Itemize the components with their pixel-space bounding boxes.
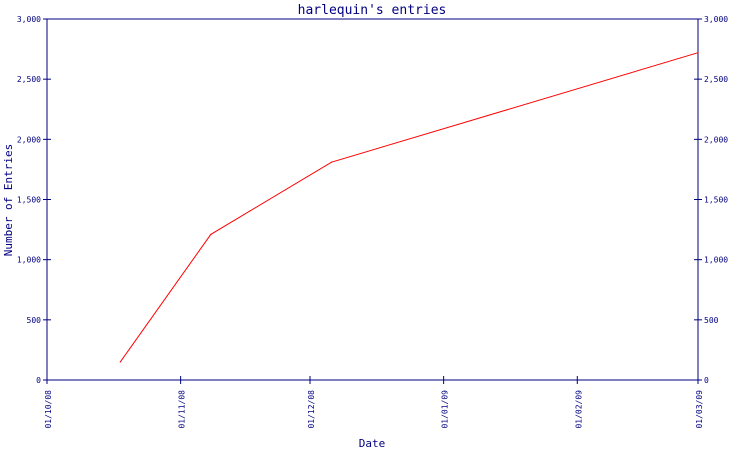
y-tick-label-right: 2,500 bbox=[704, 75, 728, 84]
chart-marks: 01/10/08 01/11/08 01/12/08 01/01/09 01/02/09… bbox=[17, 15, 728, 429]
x-tick-label: 01/02/09 bbox=[574, 390, 583, 429]
x-tick-label: 01/11/08 bbox=[178, 390, 187, 429]
y-tick-label-left: 3,000 bbox=[17, 15, 41, 24]
y-tick-label-right: 500 bbox=[704, 316, 719, 325]
y-tick-label-left: 500 bbox=[27, 316, 42, 325]
y-tick-label-right: 3,000 bbox=[704, 15, 728, 24]
y-tick-label-left: 2,000 bbox=[17, 135, 41, 144]
x-axis-label: Date bbox=[359, 437, 386, 450]
y-tick-label-left: 1,500 bbox=[17, 196, 41, 205]
data-point bbox=[210, 233, 212, 235]
y-tick-label-right: 2,000 bbox=[704, 135, 728, 144]
x-tick-label: 01/03/09 bbox=[695, 390, 704, 429]
y-tick-label-right: 1,500 bbox=[704, 196, 728, 205]
y-tick-label-right: 0 bbox=[704, 376, 709, 385]
chart-title: harlequin's entries bbox=[298, 3, 447, 18]
y-tick-label-left: 1,000 bbox=[17, 256, 41, 265]
x-tick-label: 01/12/08 bbox=[307, 390, 316, 429]
x-tick-label: 01/01/09 bbox=[441, 390, 450, 429]
x-tick-label: 01/10/08 bbox=[44, 390, 53, 429]
data-point bbox=[119, 361, 121, 363]
data-point bbox=[697, 52, 699, 54]
y-tick-label-left: 2,500 bbox=[17, 75, 41, 84]
series-line bbox=[119, 52, 699, 363]
y-axis-label: Number of Entries bbox=[2, 144, 15, 257]
plot-frame bbox=[46, 18, 699, 381]
data-point bbox=[330, 161, 333, 163]
y-tick-label-right: 1,000 bbox=[704, 256, 728, 265]
y-tick-label-left: 0 bbox=[36, 376, 41, 385]
